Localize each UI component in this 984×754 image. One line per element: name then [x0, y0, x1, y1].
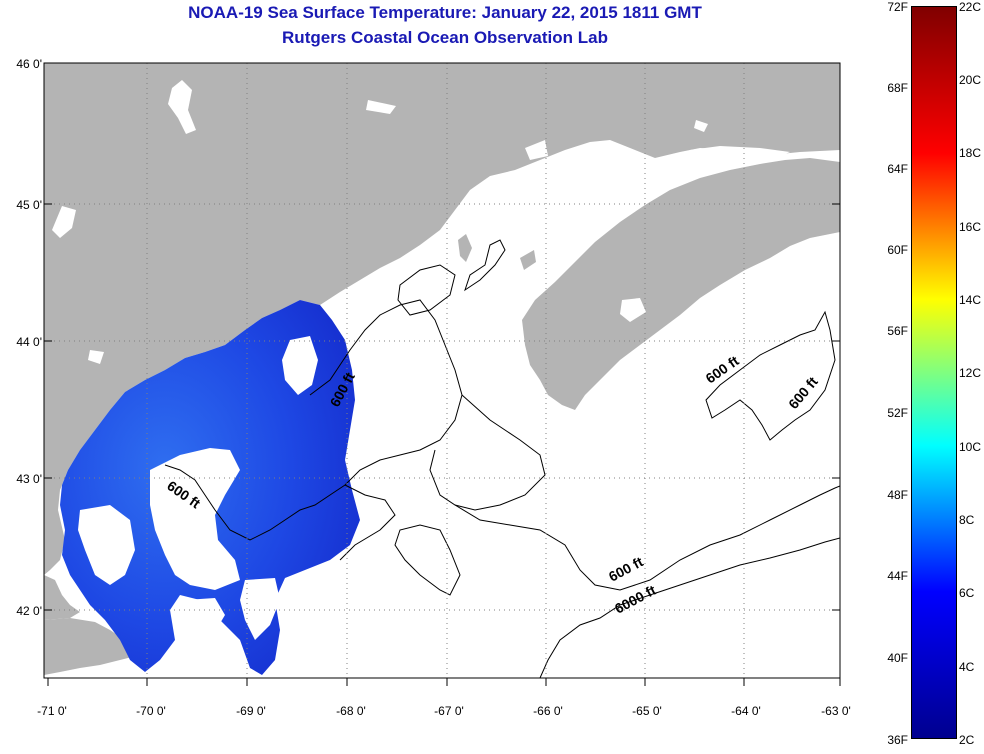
sst-map: 600 ft 600 ft 600 ft 600 ft 600 ft 6000 … [43, 62, 841, 686]
land-south-coast [44, 575, 80, 620]
colorbar-c-label: 22C [959, 0, 982, 14]
map-subtitle: Rutgers Coastal Ocean Observation Lab [282, 28, 608, 47]
contour-600ft-2 [339, 484, 396, 561]
lake [620, 298, 646, 322]
colorbar-f-label: 48F [887, 488, 908, 502]
map-title: NOAA-19 Sea Surface Temperature: January… [188, 3, 702, 22]
colorbar-f-label: 40F [887, 651, 908, 665]
contour-600ft [164, 299, 463, 541]
colorbar-f-label: 52F [887, 406, 908, 420]
lon-label: -70 0' [136, 704, 166, 718]
land-nova-scotia [522, 158, 840, 410]
colorbar-c-label: 20C [959, 73, 982, 87]
colorbar-f-label: 60F [887, 243, 908, 257]
colorbar-f-label: 68F [887, 81, 908, 95]
lat-label: 42 0' [16, 604, 42, 618]
colorbar-c-label: 12C [959, 366, 982, 380]
island [458, 234, 472, 262]
lon-label: -68 0' [336, 704, 366, 718]
lon-label: -69 0' [236, 704, 266, 718]
map-frame [43, 62, 841, 679]
contour-6000ft [539, 537, 840, 678]
bathymetry-contours [164, 239, 840, 678]
colorbar-c-label: 4C [959, 660, 975, 674]
colorbar-f-label: 44F [887, 569, 908, 583]
colorbar-f-label: 56F [887, 324, 908, 338]
lake [366, 100, 396, 114]
colorbar-f-label: 64F [887, 162, 908, 176]
contour-500ft-ns [464, 239, 506, 292]
no-data-region [78, 505, 135, 585]
land-mainland [44, 63, 840, 575]
colorbar-c-label: 16C [959, 220, 982, 234]
colorbar-f-label: 36F [887, 733, 908, 747]
lake [52, 206, 76, 238]
contour-600ft-georges [394, 524, 461, 596]
lon-label: -66 0' [533, 704, 563, 718]
contour-600ft-jordan [397, 264, 456, 316]
lat-label: 43 0' [16, 472, 42, 486]
lon-label: -65 0' [632, 704, 662, 718]
colorbar-c-label: 10C [959, 440, 982, 454]
lon-label: -63 0' [821, 704, 851, 718]
colorbar-c-label: 6C [959, 586, 975, 600]
lake [694, 120, 708, 132]
lake [525, 140, 548, 160]
contour-600ft-3 [429, 394, 546, 511]
colorbar-c-label: 8C [959, 513, 975, 527]
no-data-region [240, 578, 280, 640]
lat-label: 44 0' [16, 335, 42, 349]
colorbar-c-label: 18C [959, 146, 982, 160]
no-data-region [150, 448, 240, 590]
colorbar-f-label: 72F [887, 0, 908, 14]
colorbar-c-label: 2C [959, 733, 975, 747]
lat-label: 45 0' [16, 198, 42, 212]
lon-label: -67 0' [434, 704, 464, 718]
lat-label: 46 0' [16, 57, 42, 71]
colorbar-c-label: 14C [959, 293, 982, 307]
temperature-colorbar [911, 6, 957, 739]
contour-600ft-main [454, 485, 840, 591]
lon-label: -71 0' [37, 704, 67, 718]
lon-label: -64 0' [731, 704, 761, 718]
no-data-region [282, 336, 318, 395]
island [520, 250, 536, 270]
bay-of-fundy [670, 146, 790, 168]
no-data-region [182, 598, 225, 650]
tick-marks [44, 62, 841, 686]
land-cape-cod [44, 600, 170, 675]
lake [88, 350, 104, 364]
lake [168, 80, 196, 134]
